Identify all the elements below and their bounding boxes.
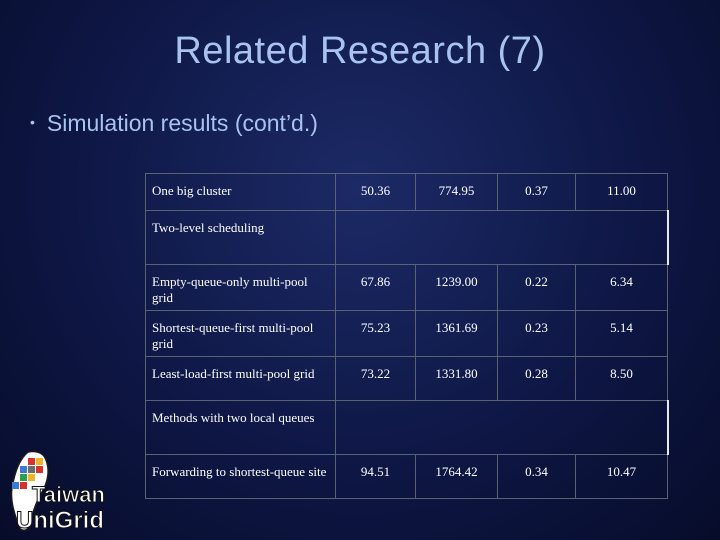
table-cell: 0.28 bbox=[497, 356, 576, 401]
row-label: Shortest-queue-first multi-pool grid bbox=[145, 310, 336, 357]
table-cell: 94.51 bbox=[335, 454, 416, 499]
grid-square-icon bbox=[28, 458, 35, 465]
table-cell: 0.23 bbox=[497, 310, 576, 357]
table-cell: 774.95 bbox=[415, 173, 498, 211]
table-row: Empty-queue-only multi-pool grid 67.86 1… bbox=[145, 264, 668, 311]
table-cell: 67.86 bbox=[335, 264, 416, 311]
table-cell: 1764.42 bbox=[415, 454, 498, 499]
table-cell: 50.36 bbox=[335, 173, 416, 211]
table-cell: 1331.80 bbox=[415, 356, 498, 401]
grid-square-icon bbox=[20, 466, 27, 473]
bullet-item: • Simulation results (cont’d.) bbox=[30, 110, 318, 137]
bullet-dot-icon: • bbox=[30, 114, 35, 130]
logo-line-1: Taiwan bbox=[32, 482, 105, 507]
section-blank-cell bbox=[335, 400, 669, 455]
table-row: Forwarding to shortest-queue site 94.51 … bbox=[145, 454, 668, 499]
bullet-text: Simulation results (cont’d.) bbox=[46, 110, 318, 136]
table-row: Least-load-first multi-pool grid 73.22 1… bbox=[145, 356, 668, 401]
table-cell: 73.22 bbox=[335, 356, 416, 401]
grid-square-icon bbox=[36, 466, 43, 473]
section-label: Methods with two local queues bbox=[145, 400, 336, 455]
row-label: Empty-queue-only multi-pool grid bbox=[145, 264, 336, 311]
grid-square-icon bbox=[28, 466, 35, 473]
table-cell: 8.50 bbox=[575, 356, 668, 401]
table-cell: 5.14 bbox=[575, 310, 668, 357]
grid-square-icon bbox=[20, 482, 27, 489]
table-cell: 75.23 bbox=[335, 310, 416, 357]
section-blank-cell bbox=[335, 210, 669, 265]
table-cell: 0.22 bbox=[497, 264, 576, 311]
table-row: One big cluster 50.36 774.95 0.37 11.00 bbox=[145, 173, 668, 211]
section-label: Two-level scheduling bbox=[145, 210, 336, 265]
table-cell: 0.34 bbox=[497, 454, 576, 499]
table-cell: 10.47 bbox=[575, 454, 668, 499]
table-cell: 1239.00 bbox=[415, 264, 498, 311]
row-label: One big cluster bbox=[145, 173, 336, 211]
table-row: Shortest-queue-first multi-pool grid 75.… bbox=[145, 310, 668, 357]
table-cell: 0.37 bbox=[497, 173, 576, 211]
logo-line-2: UniGrid bbox=[16, 507, 104, 534]
table-cell: 6.34 bbox=[575, 264, 668, 311]
grid-square-icon bbox=[12, 482, 19, 489]
grid-square-icon bbox=[36, 458, 43, 465]
taiwan-unigrid-logo: Taiwan UniGrid bbox=[10, 450, 105, 535]
grid-square-icon bbox=[20, 474, 27, 481]
table-cell: 11.00 bbox=[575, 173, 668, 211]
row-label: Least-load-first multi-pool grid bbox=[145, 356, 336, 401]
slide-title: Related Research (7) bbox=[174, 30, 546, 72]
grid-square-icon bbox=[28, 474, 35, 481]
row-label: Forwarding to shortest-queue site bbox=[145, 454, 336, 499]
results-table: One big cluster 50.36 774.95 0.37 11.00 … bbox=[145, 173, 669, 499]
table-section-row: Two-level scheduling bbox=[145, 210, 669, 265]
table-cell: 1361.69 bbox=[415, 310, 498, 357]
table-section-row: Methods with two local queues bbox=[145, 400, 669, 455]
